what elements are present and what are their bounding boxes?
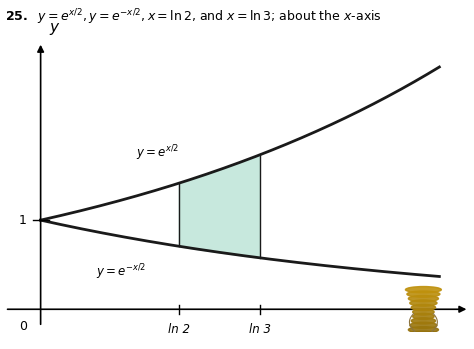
Ellipse shape: [411, 304, 436, 311]
Text: $y$: $y$: [49, 21, 60, 37]
Ellipse shape: [410, 322, 437, 328]
Ellipse shape: [405, 287, 441, 293]
Ellipse shape: [407, 331, 440, 337]
Ellipse shape: [409, 327, 438, 333]
Text: 1: 1: [19, 214, 27, 227]
Ellipse shape: [411, 318, 436, 324]
Ellipse shape: [413, 313, 434, 320]
Ellipse shape: [410, 300, 437, 306]
Text: $y = e^{x/2}$: $y = e^{x/2}$: [137, 143, 180, 163]
Ellipse shape: [405, 335, 441, 342]
Text: $\mathbf{25.}$  $y = e^{x/2}, y = e^{-x/2}, x = \ln 2$, and $x = \ln 3$; about t: $\mathbf{25.}$ $y = e^{x/2}, y = e^{-x/2…: [5, 7, 382, 27]
Ellipse shape: [413, 309, 434, 315]
Ellipse shape: [409, 296, 438, 302]
Ellipse shape: [407, 291, 440, 297]
Text: ln 2: ln 2: [168, 322, 190, 336]
Text: 0: 0: [18, 320, 27, 333]
Text: $y = e^{-x/2}$: $y = e^{-x/2}$: [96, 262, 146, 282]
Text: ln 3: ln 3: [249, 322, 271, 336]
